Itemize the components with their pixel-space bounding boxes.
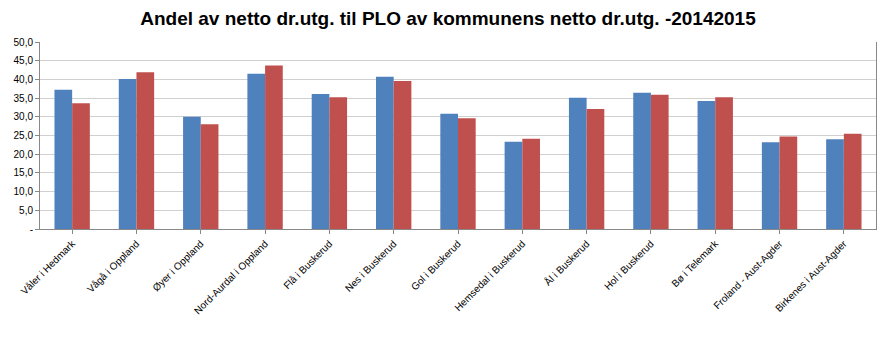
svg-text:Hemsedal i Buskerud: Hemsedal i Buskerud xyxy=(452,238,527,313)
svg-text:Andel av netto dr.utg. til PLO: Andel av netto dr.utg. til PLO av kommun… xyxy=(140,8,756,29)
svg-text:Vågå i Oppland: Vågå i Oppland xyxy=(85,238,142,295)
svg-text:Flå i Buskerud: Flå i Buskerud xyxy=(281,238,334,291)
svg-text:20,0: 20,0 xyxy=(14,149,34,160)
svg-text:35,0: 35,0 xyxy=(14,93,34,104)
svg-text:Hol i Buskerud: Hol i Buskerud xyxy=(602,238,656,292)
svg-text:5,0: 5,0 xyxy=(19,205,33,216)
svg-text:Gol i Buskerud: Gol i Buskerud xyxy=(409,238,463,292)
svg-text:10,0: 10,0 xyxy=(14,186,34,197)
svg-text:-: - xyxy=(30,224,33,235)
svg-text:Våler i Hedmark: Våler i Hedmark xyxy=(19,237,78,296)
svg-text:Bø i Telemark: Bø i Telemark xyxy=(669,237,721,289)
svg-text:Froland - Aust-Agder: Froland - Aust-Agder xyxy=(711,238,784,311)
svg-text:Birkenes i Aust-Agder: Birkenes i Aust-Agder xyxy=(773,238,849,314)
svg-text:Ål i Buskerud: Ål i Buskerud xyxy=(541,237,591,287)
svg-text:Nes i Buskerud: Nes i Buskerud xyxy=(343,238,399,294)
svg-text:40,0: 40,0 xyxy=(14,74,34,85)
svg-text:30,0: 30,0 xyxy=(14,111,34,122)
svg-text:Øyer i Oppland: Øyer i Oppland xyxy=(150,238,205,293)
svg-text:25,0: 25,0 xyxy=(14,130,34,141)
svg-text:Nord-Aurdal i Oppland: Nord-Aurdal i Oppland xyxy=(192,238,270,316)
svg-text:15,0: 15,0 xyxy=(14,167,34,178)
svg-text:45,0: 45,0 xyxy=(14,55,34,66)
svg-text:50,0: 50,0 xyxy=(14,37,34,48)
